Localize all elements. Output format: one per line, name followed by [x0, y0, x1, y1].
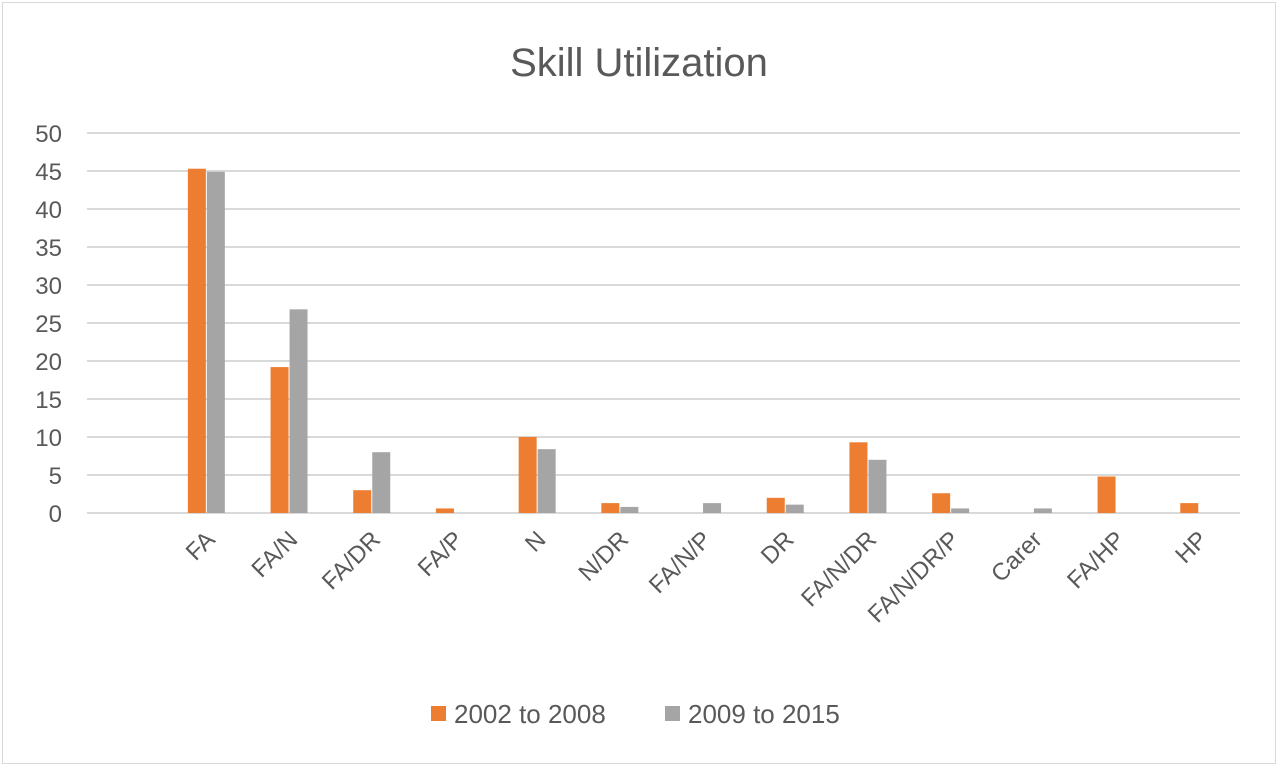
bar [601, 503, 620, 513]
bar [703, 503, 722, 513]
legend: 2002 to 2008 2009 to 2015 [431, 699, 840, 729]
y-tick-label: 45 [35, 159, 62, 186]
x-tick-label: FA/N [246, 526, 303, 583]
x-tick-label: FA/HP [1062, 526, 1130, 594]
y-tick-label: 40 [35, 197, 62, 224]
y-tick-label: 20 [35, 349, 62, 376]
bar [849, 442, 868, 513]
bar [1097, 476, 1116, 513]
x-tick-label: FA [181, 526, 221, 566]
x-tick-label: FA/DR [317, 526, 386, 595]
bar [537, 449, 556, 513]
bar [620, 506, 639, 513]
x-tick-label: N/DR [574, 526, 635, 587]
y-tick-label: 5 [49, 463, 62, 490]
y-tick-label: 15 [35, 387, 62, 414]
y-tick-label: 10 [35, 425, 62, 452]
bar [766, 497, 785, 513]
legend-swatch [665, 706, 680, 721]
x-tick-label: DR [756, 526, 800, 570]
bar [435, 508, 454, 513]
legend-label: 2009 to 2015 [688, 699, 840, 729]
x-axis-ticks: FA FA/N FA/DR FA/P N N/DR FA/N/P DRFA/N/DRFA/N/… [181, 526, 1213, 628]
y-tick-label: 0 [49, 501, 62, 528]
x-tick-label: HP [1170, 526, 1213, 569]
bar [187, 168, 206, 513]
bar [932, 493, 951, 513]
x-tick-label: Carer [986, 526, 1048, 588]
bar [372, 452, 391, 513]
chart-title: Skill Utilization [510, 41, 768, 85]
bar [206, 171, 225, 513]
bar [951, 508, 970, 513]
bars [187, 168, 1199, 513]
legend-label: 2002 to 2008 [454, 699, 606, 729]
bar [289, 309, 308, 513]
y-tick-label: 25 [35, 311, 62, 338]
x-tick-label: FA/N/P [644, 526, 717, 599]
bar [353, 490, 372, 513]
legend-swatch [431, 706, 446, 721]
bar [1180, 503, 1199, 513]
y-tick-label: 35 [35, 235, 62, 262]
y-tick-label: 50 [35, 121, 62, 148]
x-tick-label: FA/P [413, 526, 469, 582]
bar [270, 367, 289, 513]
y-axis-ticks: 0 5 10 15 20 25 30 35 40 45 50 [35, 121, 62, 528]
gridlines [87, 132, 1240, 514]
bar [868, 459, 887, 513]
bar [1033, 508, 1052, 513]
bar [785, 504, 804, 513]
x-tick-label: N [520, 526, 551, 557]
y-tick-label: 30 [35, 273, 62, 300]
x-tick-label: FA/N/DR [796, 526, 882, 612]
bar [518, 437, 537, 513]
